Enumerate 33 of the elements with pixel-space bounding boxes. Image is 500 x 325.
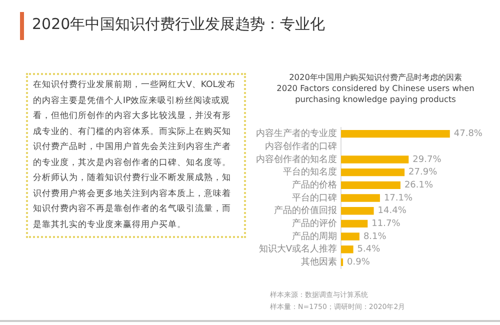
y-tick-label: 内容创作者的知名度 xyxy=(256,154,337,165)
y-tick-label: 内容创作者的口碑 xyxy=(265,141,337,152)
y-tick-label: 其他因素 xyxy=(301,256,337,268)
bar xyxy=(341,130,450,138)
data-label: 5.4% xyxy=(357,244,381,255)
y-tick-label: 产品的价格 xyxy=(292,180,337,191)
bar xyxy=(341,220,368,228)
data-label: 17.1% xyxy=(384,193,413,204)
y-tick-label: 内容生产者的专业度 xyxy=(256,128,337,140)
data-label: 29.7% xyxy=(412,154,442,165)
y-tick-label: 产品的价值回报 xyxy=(274,205,337,216)
bar xyxy=(341,194,380,202)
bar xyxy=(341,245,354,254)
bar xyxy=(341,156,409,164)
chart-subtitle: 2020年中国用户购买知识付费产品时考虑的因素 2020 Factors considered by Chinese users when purchasing knowledge paying products xyxy=(276,72,476,105)
y-tick-label: 平台的口碑 xyxy=(292,192,337,204)
bar xyxy=(341,168,405,176)
bar xyxy=(341,206,374,215)
text: 2020年中国知识付费行业发展趋势：专业化 xyxy=(32,15,326,34)
bar xyxy=(341,232,360,240)
y-tick-label: 产品的评价 xyxy=(292,218,337,230)
data-label: 0.9% xyxy=(347,258,370,268)
data-label: 14.4% xyxy=(378,206,407,216)
data-label: 26.1% xyxy=(404,180,434,191)
data-label: 47.8% xyxy=(454,129,483,140)
y-tick-label: 产品的周期 xyxy=(292,230,337,242)
bar xyxy=(341,181,400,190)
data-label: 8.1% xyxy=(363,232,387,242)
data-label: 27.9% xyxy=(408,168,438,178)
y-tick-label: 平台的知名度 xyxy=(283,166,337,178)
y-tick-label: 知识大V或名人推荐 xyxy=(258,244,337,255)
data-label: 11.7% xyxy=(372,219,401,230)
text: 在知识付费行业发展前期，一些网红大V、KOL发布的内容主要是凭借个人IP效应来吸引粉丝阅读或观看，但他们所创作的内容大多比较浅显，并没有形成专业的、有门槛的内容体系。而实际上在购买知识付费产品时，中国用户首先会关注到内容生产者的专业度，其次是内容创作者的口碑、知名度等。分析师认为，随着知识付费行业不断发展成熟，知识付费用户将会更多地关注到内容本质上，意味着知识付费内容不再是靠创作者的名气吸引流量，而是靠其扎实的专业度来赢得用户买单。 xyxy=(33,80,236,230)
